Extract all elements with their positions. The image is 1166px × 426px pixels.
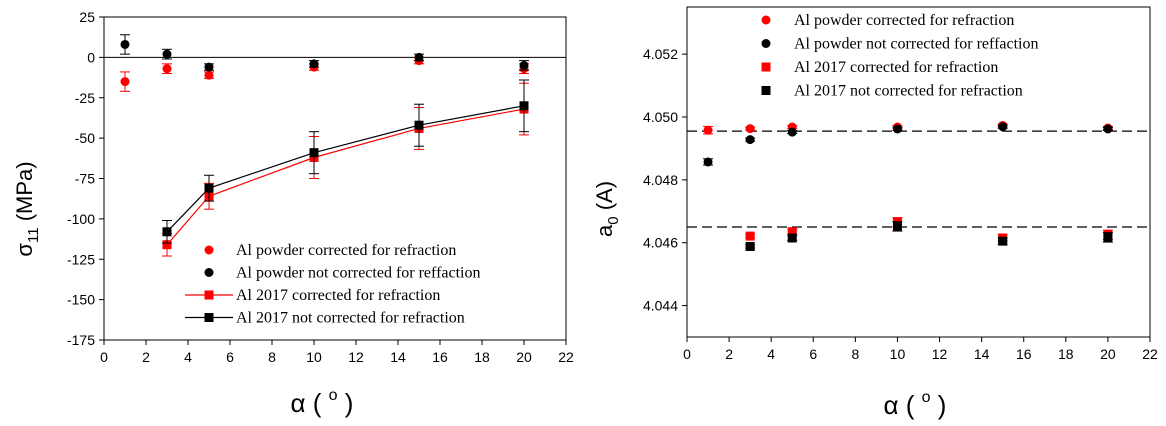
stress-data-point bbox=[414, 120, 424, 130]
lattice-x-tick-label: 22 bbox=[1142, 346, 1158, 362]
stress-chart-y-axis-label: σ11 (MPa) bbox=[12, 161, 42, 256]
lattice-x-tick-label: 4 bbox=[767, 346, 775, 362]
stress-data-point bbox=[309, 148, 319, 158]
lattice-legend-label: Al powder not corrected for reffaction bbox=[794, 36, 1038, 53]
lattice-chart-x-axis-label: α ( o ) bbox=[884, 389, 947, 420]
stress-y-tick-label: -150 bbox=[67, 292, 95, 308]
stress-data-point bbox=[519, 101, 529, 111]
stress-data-point bbox=[204, 183, 214, 193]
lattice-x-tick-label: 0 bbox=[683, 346, 691, 362]
lattice-x-tick-label: 20 bbox=[1100, 346, 1116, 362]
stress-x-tick-label: 22 bbox=[558, 349, 574, 365]
stress-y-tick-label: -100 bbox=[67, 211, 95, 227]
lattice-x-tick-label: 12 bbox=[932, 346, 948, 362]
lattice-legend-label: Al 2017 corrected for refraction bbox=[794, 59, 998, 76]
stress-data-point bbox=[519, 60, 529, 70]
lattice-legend-marker bbox=[761, 86, 771, 95]
stress-x-tick-label: 0 bbox=[100, 349, 108, 365]
lattice-y-tick-label: 4.046 bbox=[643, 235, 678, 251]
lattice-x-tick-label: 14 bbox=[974, 346, 990, 362]
stress-x-tick-label: 2 bbox=[142, 349, 150, 365]
lattice-legend-label: Al powder corrected for refraction bbox=[794, 12, 1014, 29]
lattice-y-tick-label: 4.052 bbox=[643, 46, 678, 62]
lattice-data-point bbox=[787, 227, 797, 237]
lattice-data-point bbox=[745, 241, 755, 251]
stress-legend-label: Al 2017 corrected for refraction bbox=[236, 287, 440, 304]
lattice-x-tick-label: 16 bbox=[1016, 346, 1032, 362]
lattice-data-point bbox=[998, 122, 1008, 132]
stress-y-tick-label: -25 bbox=[75, 90, 95, 106]
lattice-x-tick-label: 8 bbox=[851, 346, 859, 362]
stress-x-tick-label: 18 bbox=[474, 349, 490, 365]
stress-x-tick-label: 12 bbox=[348, 349, 364, 365]
lattice-y-tick-label: 4.050 bbox=[643, 109, 678, 125]
stress-y-tick-label: -125 bbox=[67, 251, 95, 267]
stress-x-tick-label: 8 bbox=[268, 349, 276, 365]
stress-data-point bbox=[162, 64, 172, 74]
lattice-data-point bbox=[892, 221, 902, 231]
stress-legend-marker bbox=[204, 245, 214, 255]
stress-y-tick-label: 0 bbox=[87, 49, 95, 65]
lattice-legend-label: Al 2017 not corrected for refraction bbox=[794, 83, 1023, 100]
lattice-data-point bbox=[998, 236, 1008, 246]
stress-series-line bbox=[166, 108, 525, 246]
lattice-data-point bbox=[703, 157, 713, 167]
lattice-data-point bbox=[1103, 232, 1113, 242]
stress-y-tick-label: -175 bbox=[67, 332, 95, 348]
stress-y-tick-label: -50 bbox=[75, 130, 95, 146]
lattice-data-point bbox=[745, 231, 755, 241]
stress-chart-x-axis-label: α ( o ) bbox=[291, 387, 354, 418]
lattice-parameter-chart: 0 2 4 6 8 10 12 14 16 18 20 22 4.044 4.046 4.048 4.050 4… bbox=[592, 6, 1158, 420]
lattice-data-point bbox=[787, 127, 797, 137]
lattice-data-point bbox=[703, 125, 713, 135]
lattice-data-point bbox=[1103, 124, 1113, 134]
lattice-plot-frame bbox=[686, 6, 1151, 338]
stress-series-line bbox=[166, 105, 525, 233]
stress-data-point bbox=[204, 62, 214, 72]
stress-data-point bbox=[309, 59, 319, 69]
lattice-data-point bbox=[745, 124, 755, 134]
lattice-y-tick-label: 4.048 bbox=[643, 172, 678, 188]
stress-x-tick-label: 20 bbox=[516, 349, 532, 365]
lattice-y-tick-label: 4.044 bbox=[643, 298, 678, 314]
stress-data-point bbox=[120, 39, 130, 49]
stress-x-tick-label: 4 bbox=[184, 349, 192, 365]
lattice-legend-marker bbox=[761, 62, 771, 72]
stress-data-point bbox=[162, 227, 172, 237]
lattice-x-tick-label: 2 bbox=[725, 346, 733, 362]
lattice-legend-marker bbox=[761, 39, 771, 48]
stress-legend-marker bbox=[204, 268, 214, 277]
stress-legend-label: Al powder corrected for refraction bbox=[236, 242, 456, 259]
stress-x-tick-label: 6 bbox=[226, 349, 234, 365]
lattice-chart-y-axis-label: a0 (A) bbox=[592, 181, 622, 237]
lattice-x-tick-label: 6 bbox=[809, 346, 817, 362]
stress-data-point bbox=[204, 70, 214, 80]
stress-x-tick-label: 16 bbox=[432, 349, 448, 365]
lattice-x-tick-label: 10 bbox=[890, 346, 906, 362]
lattice-data-point bbox=[787, 233, 797, 243]
stress-legend-marker bbox=[204, 290, 214, 300]
stress-y-tick-label: 25 bbox=[79, 9, 95, 25]
stress-x-tick-label: 14 bbox=[390, 349, 406, 365]
lattice-data-point bbox=[745, 135, 755, 145]
stress-legend-label: Al 2017 not corrected for refraction bbox=[236, 310, 465, 327]
stress-legend-label: Al powder not corrected for reffaction bbox=[236, 265, 480, 282]
stress-data-point bbox=[162, 240, 172, 250]
stress-y-tick-label: -75 bbox=[75, 171, 95, 187]
stress-data-point bbox=[162, 49, 172, 59]
lattice-legend-marker bbox=[761, 15, 771, 25]
stress-x-tick-label: 10 bbox=[306, 349, 322, 365]
lattice-data-point bbox=[892, 124, 902, 134]
stress-data-point bbox=[414, 52, 424, 62]
stress-legend-marker bbox=[204, 313, 214, 322]
stress-chart: 0 2 4 6 8 10 12 14 16 18 20 22 25 0 -25 -50 -75 -100 -125 -… bbox=[12, 9, 574, 418]
lattice-x-tick-label: 18 bbox=[1058, 346, 1074, 362]
stress-data-point bbox=[120, 77, 130, 87]
